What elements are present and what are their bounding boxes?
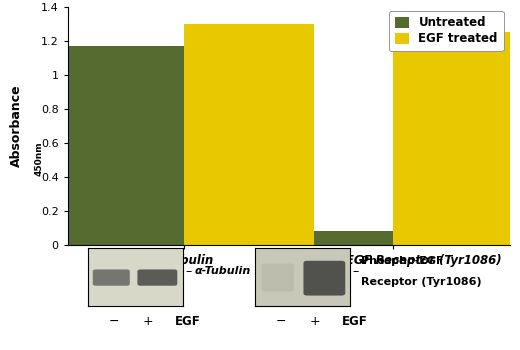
Text: α-Tubulin: α-Tubulin [194, 266, 251, 276]
Bar [184, 24, 314, 245]
Text: 450nm: 450nm [34, 142, 43, 176]
Text: +: + [142, 315, 153, 328]
Text: Phospho-EGF: Phospho-EGF [361, 256, 444, 266]
Text: –: – [186, 265, 192, 278]
Text: +: + [309, 315, 320, 328]
Legend: Untreated, EGF treated: Untreated, EGF treated [389, 10, 504, 51]
FancyBboxPatch shape [93, 270, 130, 286]
Text: –: – [353, 265, 359, 278]
Text: Receptor (Tyr1086): Receptor (Tyr1086) [361, 277, 482, 287]
Text: −: − [108, 315, 119, 328]
FancyBboxPatch shape [304, 261, 345, 295]
FancyBboxPatch shape [137, 270, 177, 286]
Bar [393, 33, 520, 245]
Text: Absorbance: Absorbance [10, 84, 23, 167]
Text: EGF: EGF [175, 315, 201, 328]
Bar [54, 46, 184, 245]
Text: −: − [276, 315, 286, 328]
Bar [263, 231, 393, 245]
FancyBboxPatch shape [262, 264, 294, 292]
Text: EGF: EGF [342, 315, 368, 328]
